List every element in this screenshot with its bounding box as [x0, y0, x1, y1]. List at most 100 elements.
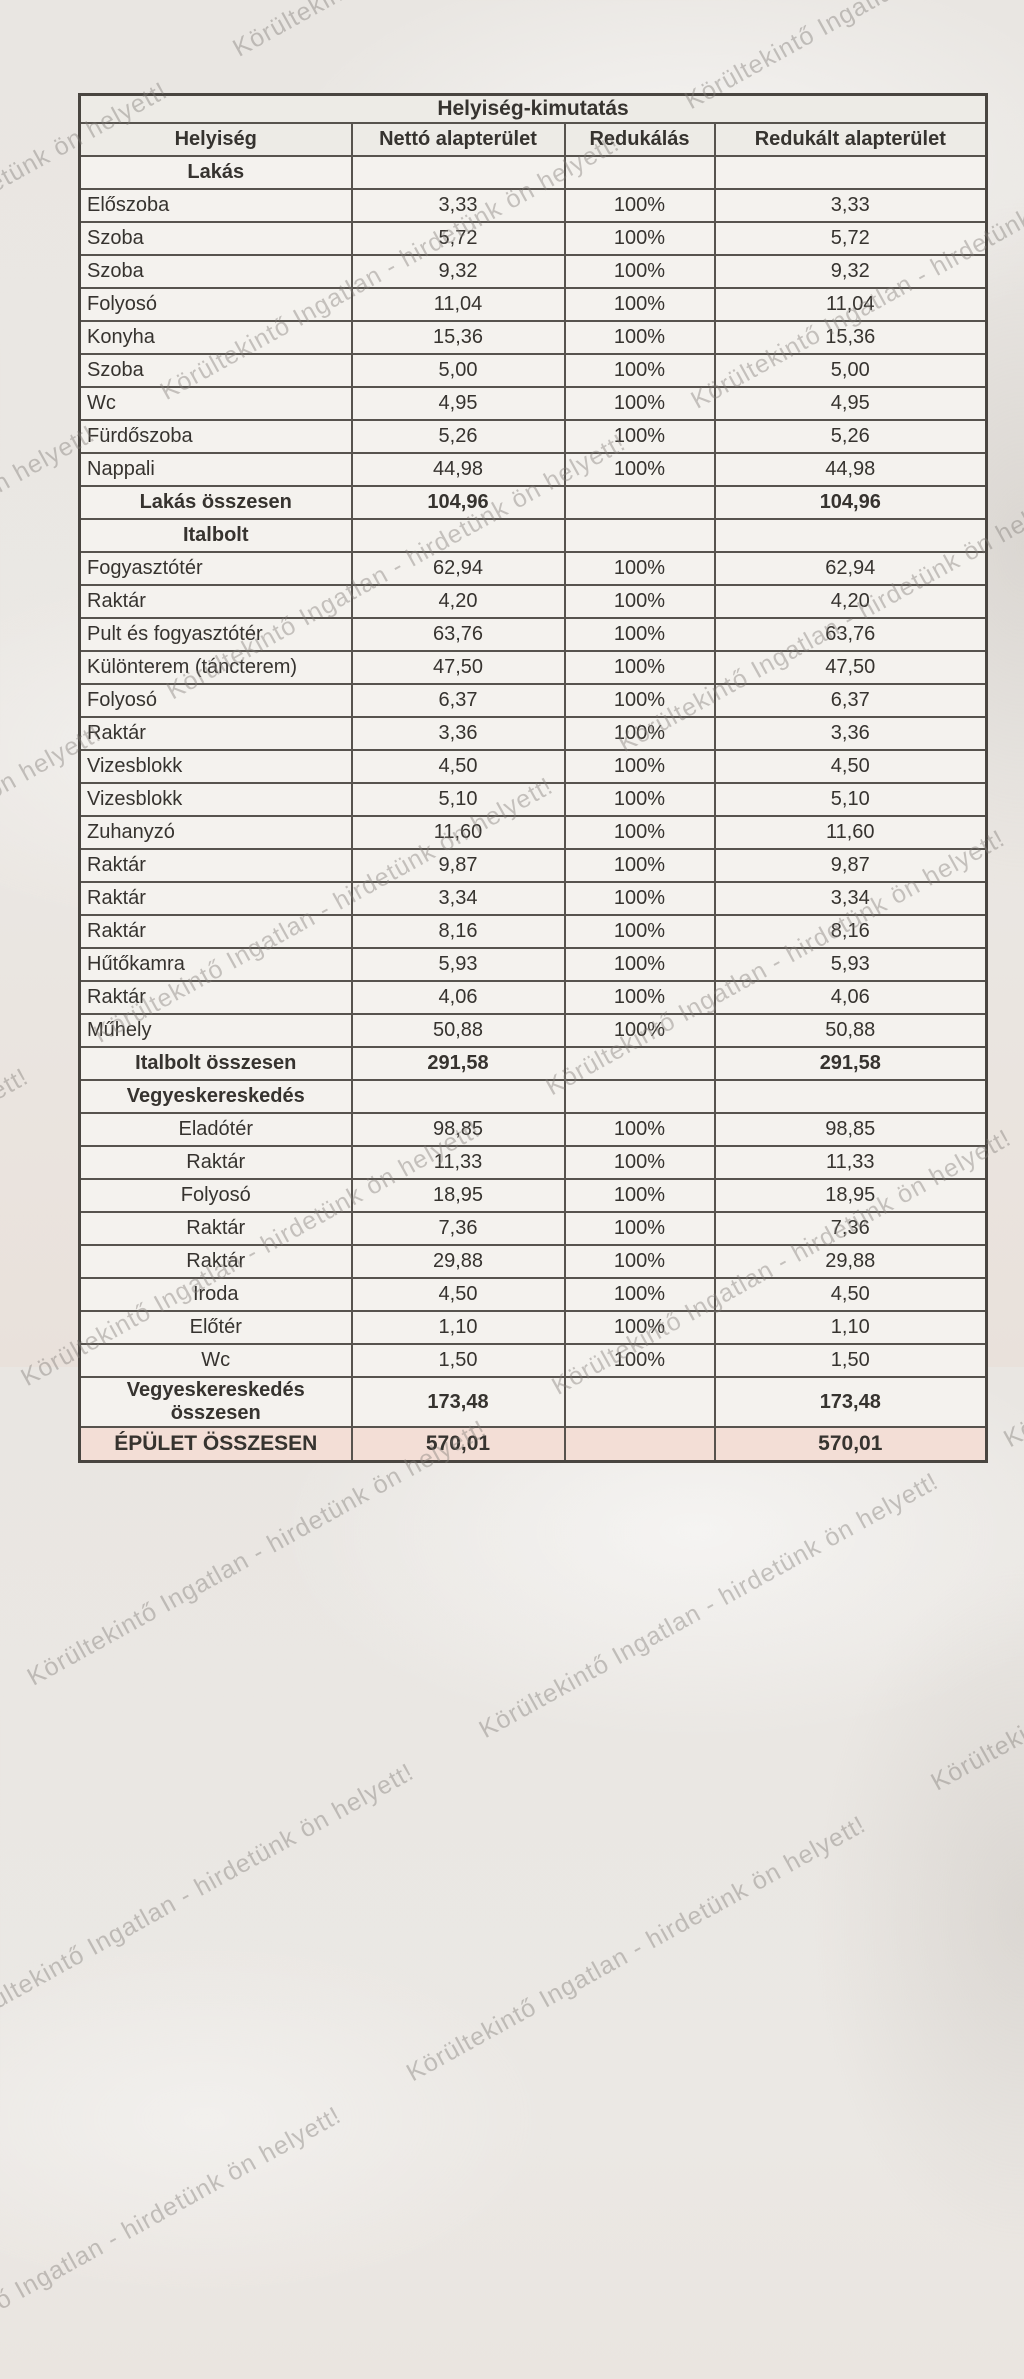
reduction-cell: 100% — [563, 1310, 716, 1346]
reduction-cell: 100% — [563, 221, 716, 257]
table-row: Folyosó 11,04 100% 11,04 — [78, 287, 988, 323]
room-name-cell: Raktár — [78, 1145, 353, 1181]
reduction-cell: 100% — [563, 1244, 716, 1280]
table-row: Folyosó 6,37 100% 6,37 — [78, 683, 988, 719]
empty-cell — [350, 1079, 566, 1115]
reduced-area-cell: 63,76 — [713, 617, 988, 653]
reduction-cell: 100% — [563, 452, 716, 488]
table-row: Hűtőkamra 5,93 100% 5,93 — [78, 947, 988, 983]
table-row: Konyha 15,36 100% 15,36 — [78, 320, 988, 356]
reduction-cell: 100% — [563, 551, 716, 587]
empty-cell — [713, 155, 988, 191]
room-name-cell: Szoba — [78, 353, 353, 389]
table-row: Pult és fogyasztótér 63,76 100% 63,76 — [78, 617, 988, 653]
table-row: Fürdőszoba 5,26 100% 5,26 — [78, 419, 988, 455]
reduced-area-cell: 8,16 — [713, 914, 988, 950]
net-area-cell: 29,88 — [350, 1244, 566, 1280]
net-area-cell: 4,50 — [350, 1277, 566, 1313]
reduction-cell: 100% — [563, 287, 716, 323]
grand-total-reduced-cell: 570,01 — [713, 1426, 988, 1463]
net-area-cell: 44,98 — [350, 452, 566, 488]
table-row: Raktár 8,16 100% 8,16 — [78, 914, 988, 950]
net-area-cell: 4,06 — [350, 980, 566, 1016]
reduction-cell: 100% — [563, 188, 716, 224]
reduced-area-cell: 18,95 — [713, 1178, 988, 1214]
table-row: Raktár 4,20 100% 4,20 — [78, 584, 988, 620]
net-area-cell: 4,50 — [350, 749, 566, 785]
table-row: Fogyasztótér 62,94 100% 62,94 — [78, 551, 988, 587]
reduced-area-cell: 3,36 — [713, 716, 988, 752]
reduced-area-cell: 47,50 — [713, 650, 988, 686]
table-row: Raktár 4,06 100% 4,06 — [78, 980, 988, 1016]
reduced-area-cell: 1,50 — [713, 1343, 988, 1379]
reduction-cell: 100% — [563, 716, 716, 752]
net-area-cell: 5,93 — [350, 947, 566, 983]
room-name-cell: Vizesblokk — [78, 782, 353, 818]
section-total-row: Vegyeskereskedés összesen 173,48 173,48 — [78, 1376, 988, 1429]
net-area-cell: 7,36 — [350, 1211, 566, 1247]
column-header-redukalt-alapterulet: Redukált alapterület — [713, 122, 988, 158]
room-name-cell: Raktár — [78, 914, 353, 950]
table-row: Wc 4,95 100% 4,95 — [78, 386, 988, 422]
empty-cell — [563, 155, 716, 191]
table-row: Raktár 7,36 100% 7,36 — [78, 1211, 988, 1247]
table-row: Iroda 4,50 100% 4,50 — [78, 1277, 988, 1313]
net-area-cell: 47,50 — [350, 650, 566, 686]
reduced-area-cell: 4,95 — [713, 386, 988, 422]
reduction-cell: 100% — [563, 1343, 716, 1379]
reduced-area-cell: 5,10 — [713, 782, 988, 818]
reduction-cell: 100% — [563, 782, 716, 818]
empty-cell — [350, 155, 566, 191]
reduced-area-cell: 50,88 — [713, 1013, 988, 1049]
reduction-cell: 100% — [563, 848, 716, 884]
empty-cell — [563, 1376, 716, 1429]
net-area-cell: 11,33 — [350, 1145, 566, 1181]
reduction-cell: 100% — [563, 617, 716, 653]
table-row: Folyosó 18,95 100% 18,95 — [78, 1178, 988, 1214]
room-name-cell: Különterem (táncterem) — [78, 650, 353, 686]
net-area-cell: 1,10 — [350, 1310, 566, 1346]
reduction-cell: 100% — [563, 386, 716, 422]
room-area-table: Helyiség-kimutatás Helyiség Nettó alapte… — [78, 93, 989, 1464]
room-name-cell: Raktár — [78, 848, 353, 884]
reduced-area-cell: 98,85 — [713, 1112, 988, 1148]
reduced-area-cell: 44,98 — [713, 452, 988, 488]
room-name-cell: Fürdőszoba — [78, 419, 353, 455]
reduction-cell: 100% — [563, 1145, 716, 1181]
net-area-cell: 3,34 — [350, 881, 566, 917]
net-area-cell: 50,88 — [350, 1013, 566, 1049]
reduced-area-cell: 62,94 — [713, 551, 988, 587]
reduced-area-cell: 9,87 — [713, 848, 988, 884]
reduction-cell: 100% — [563, 419, 716, 455]
net-area-cell: 9,32 — [350, 254, 566, 290]
reduced-area-cell: 11,33 — [713, 1145, 988, 1181]
net-area-cell: 8,16 — [350, 914, 566, 950]
table-body: Helyiség-kimutatás Helyiség Nettó alapte… — [78, 93, 988, 1463]
reduced-area-cell: 7,36 — [713, 1211, 988, 1247]
section-total-net-cell: 173,48 — [350, 1376, 566, 1429]
net-area-cell: 5,10 — [350, 782, 566, 818]
net-area-cell: 11,60 — [350, 815, 566, 851]
table-row: Raktár 9,87 100% 9,87 — [78, 848, 988, 884]
room-name-cell: Raktár — [78, 881, 353, 917]
reduction-cell: 100% — [563, 1178, 716, 1214]
table-row: Szoba 5,72 100% 5,72 — [78, 221, 988, 257]
table-row: Vizesblokk 5,10 100% 5,10 — [78, 782, 988, 818]
reduced-area-cell: 29,88 — [713, 1244, 988, 1280]
net-area-cell: 18,95 — [350, 1178, 566, 1214]
net-area-cell: 5,26 — [350, 419, 566, 455]
reduction-cell: 100% — [563, 815, 716, 851]
net-area-cell: 62,94 — [350, 551, 566, 587]
room-name-cell: Előtér — [78, 1310, 353, 1346]
reduced-area-cell: 5,72 — [713, 221, 988, 257]
net-area-cell: 11,04 — [350, 287, 566, 323]
reduced-area-cell: 5,26 — [713, 419, 988, 455]
table-row: Előtér 1,10 100% 1,10 — [78, 1310, 988, 1346]
net-area-cell: 5,00 — [350, 353, 566, 389]
reduction-cell: 100% — [563, 749, 716, 785]
empty-cell — [713, 518, 988, 554]
reduced-area-cell: 5,00 — [713, 353, 988, 389]
table-row: Szoba 5,00 100% 5,00 — [78, 353, 988, 389]
reduced-area-cell: 4,50 — [713, 1277, 988, 1313]
